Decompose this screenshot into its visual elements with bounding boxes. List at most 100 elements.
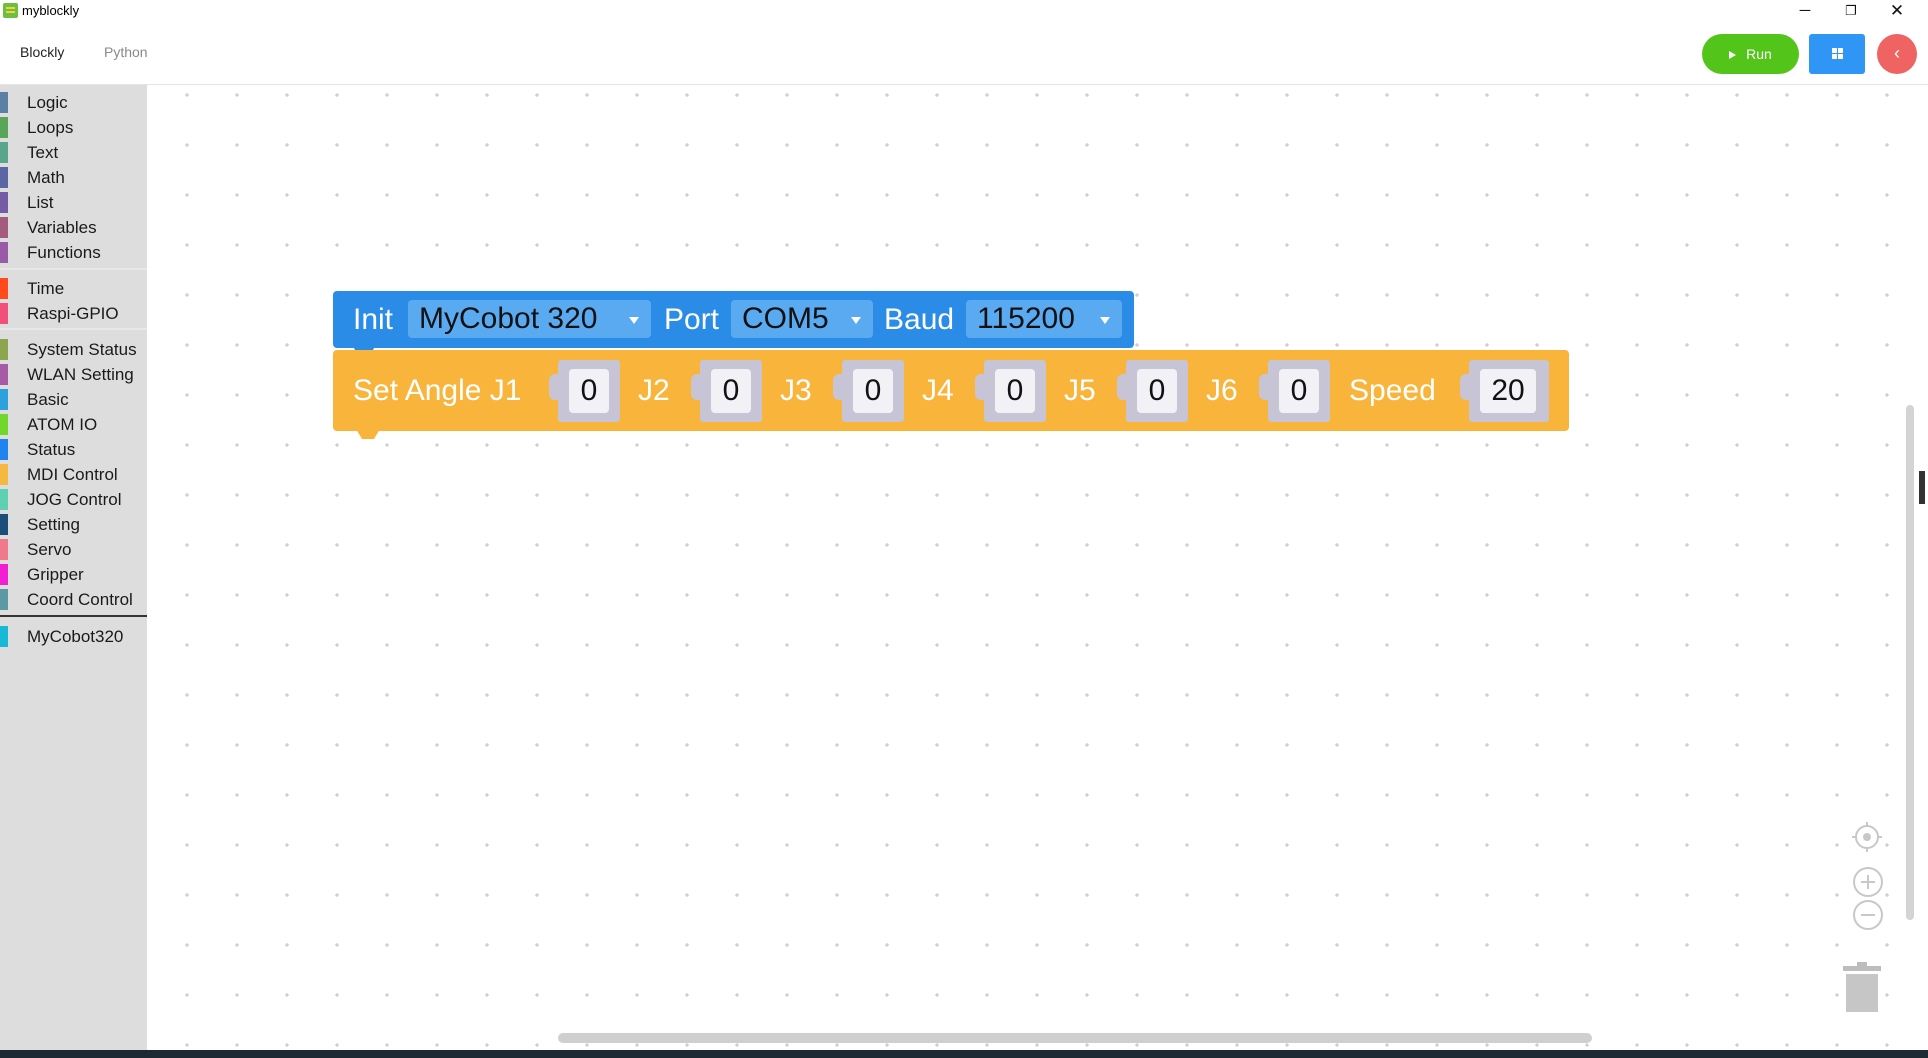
sidebar-item-label: Servo (27, 540, 72, 559)
minus-icon (1861, 914, 1875, 916)
sidebar-item-list[interactable]: List (0, 190, 147, 215)
sidebar-item-label: MDI Control (27, 465, 118, 484)
sidebar-item-label: Basic (27, 390, 69, 409)
sidebar-item-servo[interactable]: Servo (0, 537, 147, 562)
minimize-button[interactable]: ─ (1799, 2, 1811, 19)
tab-blockly[interactable]: Blockly (20, 44, 65, 60)
toolbox-sidebar: Logic Loops Text Math List Variables Functions… (0, 85, 147, 1058)
category-color-swatch (0, 514, 8, 535)
sidebar-item-label: Variables (27, 218, 97, 237)
plus-icon (1861, 875, 1875, 889)
sidebar-item-system-status[interactable]: System Status (0, 337, 147, 362)
category-color-swatch (0, 489, 8, 510)
sidebar-item-label: Status (27, 440, 76, 459)
grid-icon (1832, 48, 1837, 53)
category-color-swatch (0, 142, 8, 163)
category-color-swatch (0, 414, 8, 435)
category-color-swatch (0, 242, 8, 263)
sidebar-item-jog-control[interactable]: JOG Control (0, 487, 147, 512)
j4-input[interactable]: 0 (995, 369, 1035, 413)
port-value: COM5 (742, 302, 829, 335)
tab-python[interactable]: Python (104, 44, 148, 60)
run-button[interactable]: Run (1702, 34, 1799, 74)
restore-button[interactable]: ❐ (1845, 3, 1857, 18)
j6-label: J6 (1206, 374, 1238, 407)
tab-bar: Blockly Python Run ‹ (0, 24, 1928, 85)
target-icon (1852, 822, 1882, 852)
scroll-marker (1919, 471, 1925, 504)
sidebar-item-loops[interactable]: Loops (0, 115, 147, 140)
title-bar: myblockly ─ ❐ ✕ (0, 0, 1928, 24)
sidebar-item-time[interactable]: Time (0, 276, 147, 301)
robot-value: MyCobot 320 (419, 302, 598, 335)
sidebar-item-atom-io[interactable]: ATOM IO (0, 412, 147, 437)
block-bottom-notch (356, 429, 380, 439)
sidebar-item-coord-control[interactable]: Coord Control (0, 587, 147, 612)
j2-label: J2 (638, 374, 670, 407)
sidebar-item-math[interactable]: Math (0, 165, 147, 190)
set-angle-block[interactable] (333, 350, 1569, 431)
taskbar-edge (0, 1050, 1928, 1058)
recenter-button[interactable] (1852, 822, 1882, 852)
trash-icon (1843, 962, 1881, 1012)
sidebar-item-label: Time (27, 279, 65, 298)
sidebar-separator (0, 268, 147, 270)
sidebar-item-label: Math (27, 168, 65, 187)
robot-dropdown[interactable]: MyCobot 320 (408, 300, 651, 338)
sidebar-item-status[interactable]: Status (0, 437, 147, 462)
category-color-swatch (0, 389, 8, 410)
j5-input[interactable]: 0 (1137, 369, 1177, 413)
sidebar-item-label: Gripper (27, 565, 84, 584)
sidebar-item-raspi-gpio[interactable]: Raspi-GPIO (0, 301, 147, 326)
zoom-in-button[interactable] (1853, 867, 1883, 897)
category-color-swatch (0, 464, 8, 485)
grid-view-button[interactable] (1809, 34, 1865, 74)
zoom-out-button[interactable] (1853, 900, 1883, 930)
blockly-workspace[interactable] (147, 85, 1909, 1050)
category-color-swatch (0, 626, 8, 647)
init-label: Init (353, 303, 394, 336)
port-dropdown[interactable]: COM5 (731, 300, 873, 338)
chevron-left-icon: ‹ (1894, 43, 1900, 63)
sidebar-item-label: Coord Control (27, 590, 133, 609)
sidebar-item-mycobot320[interactable]: MyCobot320 (0, 624, 147, 649)
speed-input[interactable]: 20 (1480, 369, 1536, 413)
sidebar-item-setting[interactable]: Setting (0, 512, 147, 537)
category-color-swatch (0, 364, 8, 385)
sidebar-item-mdi-control[interactable]: MDI Control (0, 462, 147, 487)
sidebar-item-text[interactable]: Text (0, 140, 147, 165)
grid-icon (1838, 54, 1843, 59)
close-button[interactable]: ✕ (1889, 1, 1905, 20)
j4-label: J4 (922, 374, 954, 407)
j6-input[interactable]: 0 (1279, 369, 1319, 413)
j3-label: J3 (780, 374, 812, 407)
trash-button[interactable] (1843, 962, 1881, 1012)
sidebar-item-label: JOG Control (27, 490, 122, 509)
sidebar-item-functions[interactable]: Functions (0, 240, 147, 265)
sidebar-item-label: Setting (27, 515, 80, 534)
sidebar-separator (0, 328, 147, 330)
horizontal-scrollbar[interactable] (558, 1033, 1592, 1043)
sidebar-item-label: Text (27, 143, 59, 162)
app-icon (3, 3, 18, 18)
sidebar-item-gripper[interactable]: Gripper (0, 562, 147, 587)
back-button[interactable]: ‹ (1877, 34, 1917, 74)
sidebar-item-label: Logic (27, 93, 68, 112)
j1-input[interactable]: 0 (569, 369, 609, 413)
sidebar-item-basic[interactable]: Basic (0, 387, 147, 412)
play-icon (1729, 51, 1737, 59)
vertical-scrollbar[interactable] (1906, 405, 1914, 920)
sidebar-item-wlan-setting[interactable]: WLAN Setting (0, 362, 147, 387)
sidebar-item-label: System Status (27, 340, 137, 359)
sidebar-item-label: WLAN Setting (27, 365, 134, 384)
window-title: myblockly (22, 3, 80, 18)
j3-input[interactable]: 0 (853, 369, 893, 413)
category-color-swatch (0, 117, 8, 138)
category-color-swatch (0, 564, 8, 585)
j2-input[interactable]: 0 (711, 369, 751, 413)
sidebar-item-variables[interactable]: Variables (0, 215, 147, 240)
sidebar-item-logic[interactable]: Logic (0, 90, 147, 115)
baud-dropdown[interactable]: 115200 (966, 300, 1122, 338)
run-label: Run (1746, 46, 1772, 62)
sidebar-item-label: MyCobot320 (27, 627, 124, 646)
